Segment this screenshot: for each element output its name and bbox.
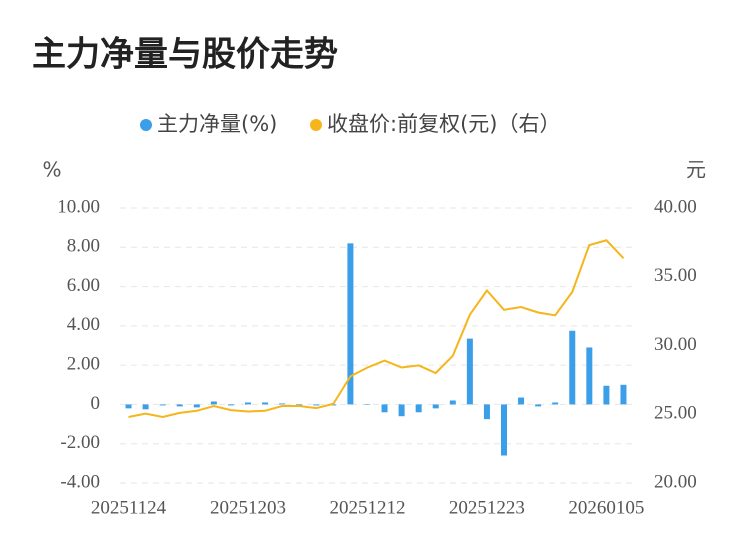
bar (381, 404, 388, 413)
bar (586, 347, 593, 405)
y2-tick-label: 25.00 (654, 403, 697, 424)
x-tick-label: 20251212 (329, 497, 405, 518)
bar (518, 397, 525, 405)
y-tick-label: 2.00 (67, 354, 100, 375)
bar (313, 404, 320, 406)
y-tick-label: 4.00 (67, 314, 100, 335)
x-tick-label: 20260105 (568, 497, 644, 518)
x-tick-label: 20251124 (91, 497, 167, 518)
y-tick-label: -2.00 (60, 432, 100, 453)
bar (415, 404, 422, 413)
chart-title: 主力净量与股价走势 (32, 35, 338, 75)
y2-tick-label: 35.00 (654, 265, 697, 286)
x-tick-label: 20251223 (449, 497, 525, 518)
bar (620, 384, 627, 405)
bar (364, 404, 371, 405)
y2-axis-label: 元 (686, 158, 706, 182)
bar (227, 404, 234, 406)
y2-tick-label: 30.00 (654, 334, 697, 355)
bar (347, 243, 354, 405)
y-tick-label: 0 (91, 393, 101, 414)
bar (279, 403, 286, 405)
legend-marker (140, 119, 152, 131)
bar (466, 338, 473, 405)
y-axis-label: % (42, 158, 61, 182)
bar (449, 400, 456, 405)
legend-label: 主力净量(%) (157, 112, 277, 136)
legend-marker (310, 119, 322, 131)
bar (262, 402, 269, 405)
y-tick-label: -4.00 (60, 471, 100, 492)
legend-label: 收盘价:前复权(元)（右） (327, 112, 560, 136)
x-tick-label: 20251203 (210, 497, 286, 518)
bar (552, 402, 559, 405)
price-line (128, 239, 625, 419)
y-tick-label: 8.00 (67, 236, 100, 257)
y2-tick-label: 20.00 (654, 471, 697, 492)
bar (483, 404, 490, 420)
bar (535, 404, 542, 407)
bar (142, 404, 149, 410)
bar (193, 404, 200, 408)
y-tick-label: 10.00 (57, 196, 100, 217)
bar (210, 401, 217, 405)
bar (176, 404, 183, 407)
bar (432, 404, 439, 409)
y-tick-label: 6.00 (67, 275, 100, 296)
bar (501, 404, 507, 456)
bar (125, 404, 132, 409)
bar (245, 402, 251, 405)
bar (603, 385, 610, 405)
bar (569, 330, 576, 405)
y2-tick-label: 40.00 (654, 196, 697, 217)
bar (398, 404, 405, 417)
bar (159, 404, 166, 406)
